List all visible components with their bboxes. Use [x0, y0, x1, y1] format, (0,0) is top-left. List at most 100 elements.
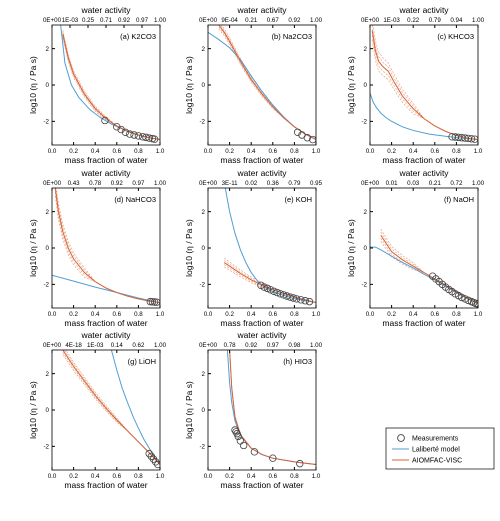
top-tick-label: 1.00 [472, 180, 485, 187]
x-tick-label: 1.0 [474, 311, 483, 318]
top-tick-label: 1.00 [154, 17, 167, 24]
top-tick-label: 0.36 [267, 180, 280, 187]
top-tick-label: 1.00 [310, 17, 323, 24]
legend-measurement-symbol [397, 434, 405, 442]
top-tick-label: 0.95 [310, 180, 323, 187]
y-tick-label: 0 [46, 407, 50, 414]
x-axis-title: mass fraction of water [220, 318, 303, 328]
measurement-point [273, 288, 281, 297]
measurement-point [263, 284, 272, 293]
top-tick-label: 1.00 [154, 180, 167, 187]
top-tick-label: 0E+00 [43, 180, 62, 187]
x-tick-label: 1.0 [156, 311, 165, 318]
top-tick-label: 0.98 [288, 342, 301, 349]
top-tick-label: 0E+00 [199, 180, 218, 187]
x-tick-label: 1.0 [474, 148, 483, 155]
top-tick-label: 0E+00 [361, 180, 380, 187]
x-tick-label: 0.8 [290, 311, 299, 318]
x-axis-title: mass fraction of water [382, 155, 465, 165]
x-tick-label: 0.2 [225, 148, 234, 155]
aiomfac-curve [371, 30, 478, 141]
y-axis-title: log10 (η / Pa s) [346, 56, 356, 114]
x-tick-label: 0.0 [48, 148, 57, 155]
x-tick-label: 0.0 [48, 473, 57, 480]
measurement-point [279, 291, 288, 299]
y-tick-label: 0 [46, 82, 50, 89]
aiomfac-curve [218, 25, 316, 140]
measurement-point [113, 123, 121, 131]
x-tick-label: 0.0 [366, 148, 375, 155]
measurement-point [148, 298, 157, 306]
top-tick-label: 0.97 [267, 342, 280, 349]
panel-plot-area [208, 25, 316, 144]
measurement-point [309, 135, 316, 144]
aiomfac-curve [380, 234, 478, 304]
x-tick-label: 0.8 [290, 148, 299, 155]
x-tick-label: 0.0 [48, 311, 57, 318]
top-tick-label: 0.79 [429, 17, 442, 24]
panel-4: 0.0 0.2 0.4 0.6 0.8 1.0 -2 0 2 0E+00 0.43 0.78 0.92 0… [28, 168, 167, 328]
panel-6: 0.0 0.2 0.4 0.6 0.8 1.0 -2 0 2 0E+00 0.01 0.03 0.21 0… [346, 168, 485, 328]
top-tick-label: 0.25 [82, 17, 95, 24]
top-tick-label: 0E+00 [199, 342, 218, 349]
x-tick-label: 0.8 [134, 148, 143, 155]
top-tick-label: 0.14 [111, 342, 124, 349]
x-tick-label: 0.4 [409, 311, 418, 318]
measurement-point [276, 290, 285, 298]
measurement-point [145, 134, 153, 142]
legend-label-aiomfac: AIOMFAC-VISC [412, 458, 462, 465]
panel-label: (h) HIO3 [283, 357, 312, 366]
aiomfac-band-line [63, 350, 160, 465]
aiomfac-band-line [223, 260, 316, 303]
x-tick-label: 0.4 [91, 311, 100, 318]
y-tick-label: 0 [364, 82, 368, 89]
measurement-point [126, 130, 134, 138]
panel-5: 0.0 0.2 0.4 0.6 0.8 1.0 -2 0 2 0E+00 3E-11 0.02 0.36… [184, 168, 323, 328]
panel-plot-area [370, 25, 478, 143]
x-tick-label: 0.2 [387, 148, 396, 155]
y-tick-label: 0 [46, 245, 50, 252]
measurement-point [231, 426, 239, 434]
x-tick-label: 0.0 [204, 311, 213, 318]
x-axis-title: mass fraction of water [220, 480, 303, 490]
x-tick-label: 0.6 [112, 148, 121, 155]
top-tick-label: 9E-04 [221, 17, 238, 24]
measurement-point [145, 449, 153, 458]
aiomfac-band-line [54, 192, 160, 303]
measurement-point [269, 454, 277, 462]
top-tick-label: 0.94 [450, 17, 463, 24]
x-tick-label: 1.0 [156, 473, 165, 480]
top-tick-label: 0.78 [89, 180, 102, 187]
aiomfac-band-line [380, 232, 478, 304]
top-axis-title: water activity [80, 5, 131, 15]
panel-2: 0.0 0.2 0.4 0.6 0.8 1.0 -2 0 2 0E+00 9E-04 0.21 0.67… [184, 5, 323, 165]
x-axis-title: mass fraction of water [220, 155, 303, 165]
top-axis-title: water activity [398, 5, 449, 15]
panel-frame [207, 24, 317, 146]
measurement-point [458, 293, 466, 302]
laliberte-curve [208, 31, 316, 140]
top-tick-label: 0.92 [288, 17, 301, 24]
measurement-point [260, 283, 268, 291]
laliberte-curve [224, 188, 316, 304]
y-tick-label: 2 [364, 209, 368, 216]
y-tick-label: -2 [199, 119, 205, 126]
measurement-point [151, 458, 160, 466]
aiomfac-band-line [380, 238, 478, 304]
y-tick-label: 2 [46, 46, 50, 53]
top-tick-label: 0.01 [386, 180, 399, 187]
measurement-point [461, 295, 469, 303]
top-axis-title: water activity [236, 168, 287, 178]
measurement-point [467, 135, 476, 143]
aiomfac-band-line [62, 30, 160, 140]
y-axis-title: log10 (η / Pa s) [184, 56, 194, 114]
x-tick-label: 0.2 [69, 473, 78, 480]
y-tick-label: -2 [43, 119, 49, 126]
aiomfac-band-line [229, 350, 316, 465]
top-axis-title: water activity [236, 330, 287, 340]
y-tick-label: -2 [199, 444, 205, 451]
top-tick-label: 0.79 [288, 180, 301, 187]
x-tick-label: 0.6 [112, 311, 121, 318]
measurement-point [134, 132, 143, 140]
